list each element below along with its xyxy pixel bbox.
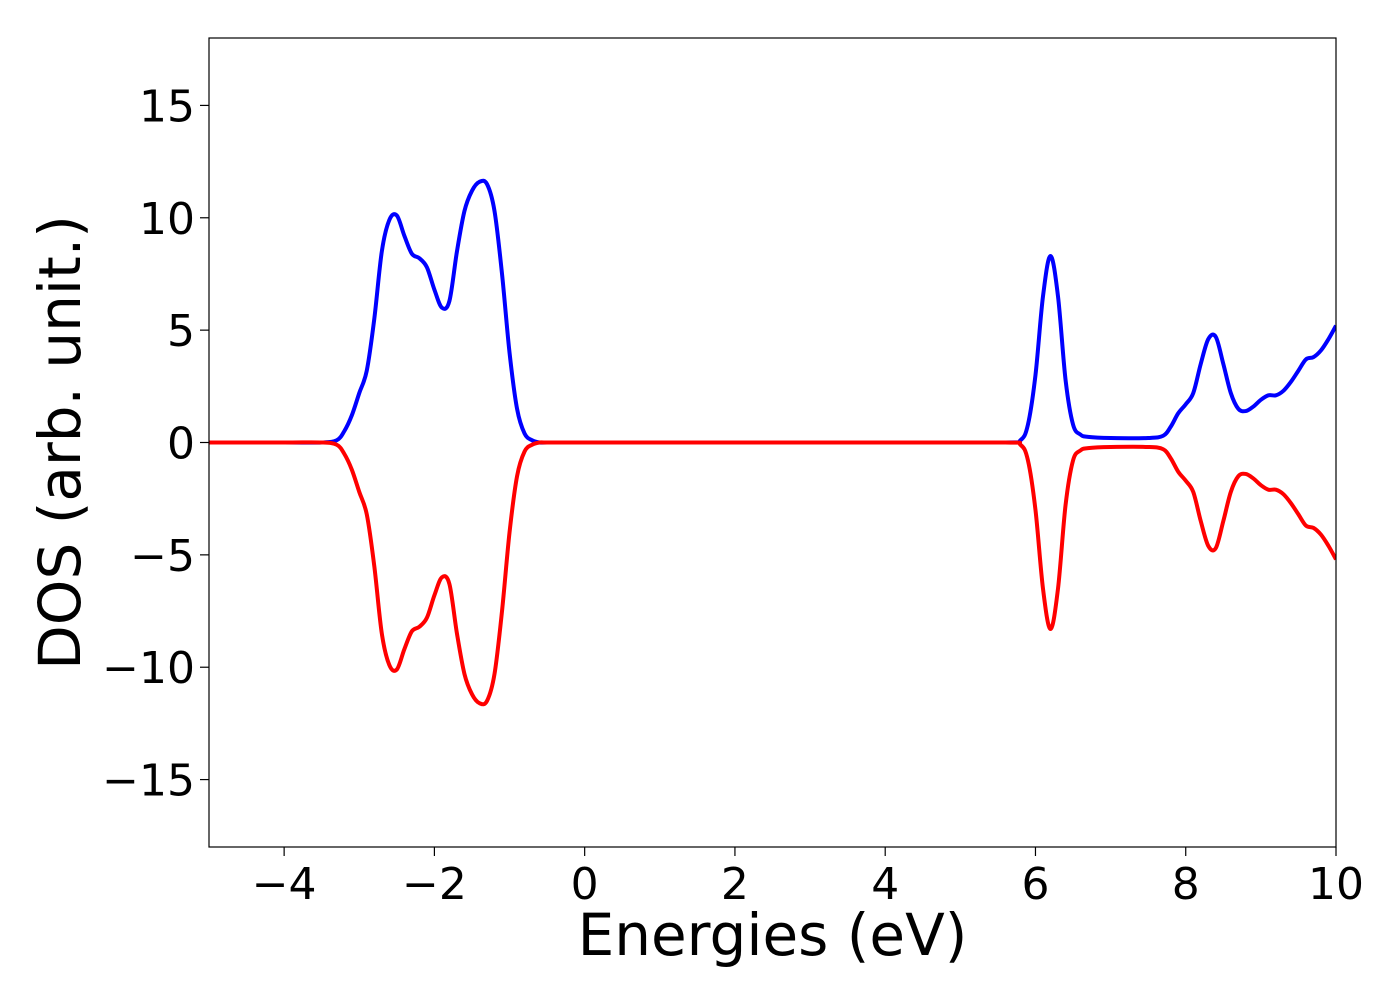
y-tick-label: −15 (102, 756, 195, 807)
series-line-1 (209, 440, 1336, 707)
x-axis-ticks: −4 −2 0 2 4 6 8 10 (252, 847, 1364, 910)
x-tick-label: −2 (402, 859, 467, 910)
y-axis-ticks: −15 −10 −5 0 5 10 15 (102, 81, 209, 807)
x-tick-label: 4 (871, 859, 899, 910)
series-layer (209, 178, 1336, 707)
series-line-0 (209, 178, 1336, 445)
x-axis-label: Energies (eV) (578, 901, 968, 969)
x-tick-label: 2 (721, 859, 749, 910)
x-tick-label: 8 (1172, 859, 1200, 910)
y-tick-label: −5 (130, 531, 195, 582)
y-tick-label: 5 (167, 306, 195, 357)
x-tick-label: 0 (571, 859, 599, 910)
y-tick-label: −10 (102, 643, 195, 694)
y-tick-label: 0 (167, 419, 195, 470)
x-tick-label: 10 (1308, 859, 1364, 910)
x-tick-label: 6 (1021, 859, 1049, 910)
x-tick-label: −4 (252, 859, 317, 910)
y-tick-label: 10 (139, 194, 195, 245)
y-axis-label: DOS (arb. unit.) (26, 215, 94, 670)
y-tick-label: 15 (139, 81, 195, 132)
